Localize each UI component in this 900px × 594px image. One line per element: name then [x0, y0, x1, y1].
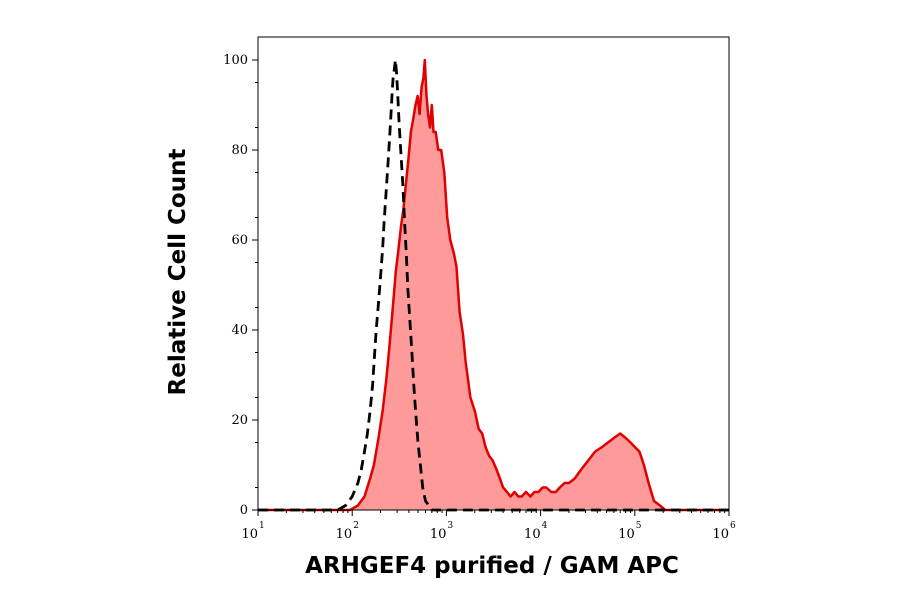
x-tick-exponent: 5	[636, 521, 642, 531]
x-tick-label: 10	[336, 527, 353, 542]
x-tick-exponent: 1	[259, 521, 265, 531]
x-tick-label: 10	[430, 527, 447, 542]
y-tick-label: 100	[223, 53, 248, 68]
x-tick-label: 10	[524, 527, 541, 542]
series-fill-area	[258, 60, 729, 510]
y-tick-label: 60	[231, 233, 248, 248]
x-tick-exponent: 4	[542, 521, 548, 531]
x-tick-exponent: 6	[730, 521, 736, 531]
y-axis-label: Relative Cell Count	[165, 148, 191, 396]
y-tick-label: 0	[240, 503, 248, 518]
y-tick-label: 40	[231, 323, 248, 338]
x-tick-exponent: 3	[447, 521, 453, 531]
series-dashed-line	[258, 58, 729, 512]
x-tick-label: 10	[712, 527, 729, 542]
y-tick-label: 20	[231, 413, 248, 428]
series-outline-line	[258, 58, 729, 512]
x-tick-label: 10	[618, 527, 635, 542]
x-tick-label: 10	[241, 527, 258, 542]
x-axis-label: ARHGEF4 purified / GAM APC	[305, 553, 679, 579]
plot-frame	[257, 36, 730, 511]
x-tick-exponent: 2	[353, 521, 359, 531]
y-tick-label: 80	[231, 143, 248, 158]
